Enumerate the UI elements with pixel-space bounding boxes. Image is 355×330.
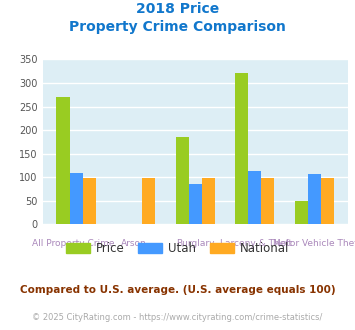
- Text: 2018 Price: 2018 Price: [136, 2, 219, 16]
- Text: Compared to U.S. average. (U.S. average equals 100): Compared to U.S. average. (U.S. average …: [20, 285, 335, 295]
- Text: Larceny & Theft: Larceny & Theft: [220, 239, 293, 248]
- Bar: [261, 178, 274, 224]
- Text: All Property Crime: All Property Crime: [32, 239, 114, 248]
- Bar: [235, 73, 248, 224]
- Legend: Price, Utah, National: Price, Utah, National: [61, 237, 294, 260]
- Bar: [83, 178, 96, 224]
- Text: Burglary: Burglary: [176, 239, 214, 248]
- Bar: [189, 184, 202, 224]
- Bar: [176, 137, 189, 224]
- Bar: [321, 178, 334, 224]
- Bar: [142, 178, 155, 224]
- Text: © 2025 CityRating.com - https://www.cityrating.com/crime-statistics/: © 2025 CityRating.com - https://www.city…: [32, 314, 323, 322]
- Text: Arson: Arson: [121, 239, 147, 248]
- Bar: [202, 178, 215, 224]
- Bar: [70, 173, 83, 224]
- Bar: [56, 97, 70, 224]
- Bar: [308, 174, 321, 224]
- Bar: [295, 201, 308, 224]
- Text: Property Crime Comparison: Property Crime Comparison: [69, 20, 286, 34]
- Text: Motor Vehicle Theft: Motor Vehicle Theft: [273, 239, 355, 248]
- Bar: [248, 171, 261, 224]
